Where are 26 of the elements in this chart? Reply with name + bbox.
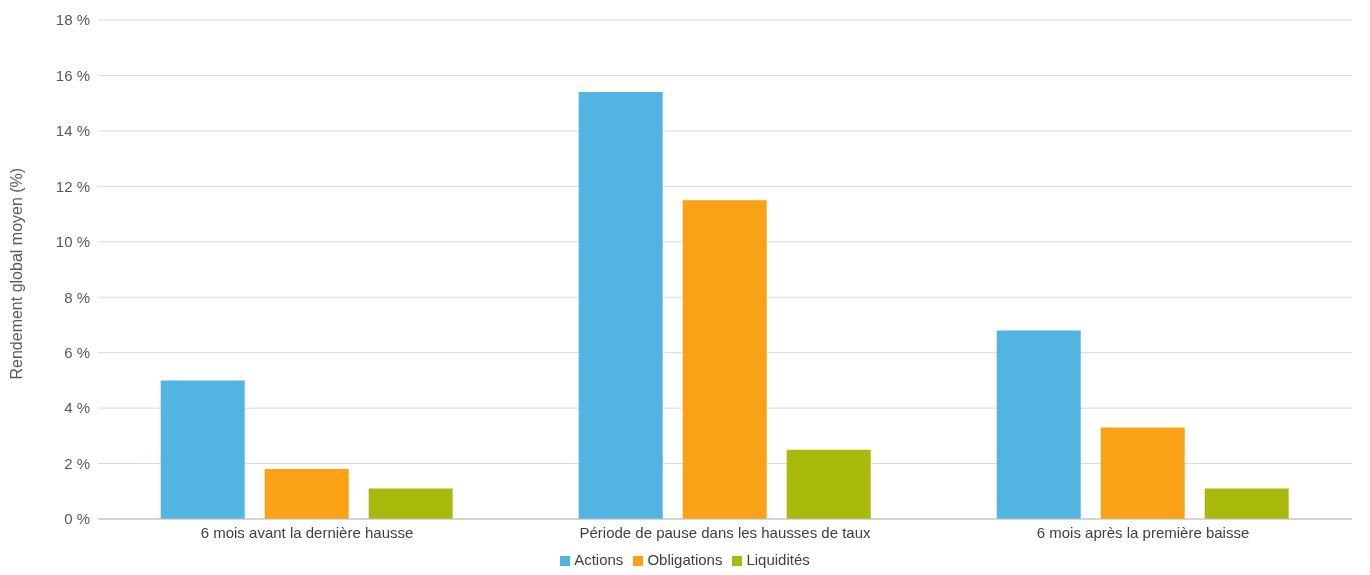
- bar: [578, 92, 663, 519]
- bar: [160, 380, 245, 519]
- x-tick-label: 6 mois avant la dernière hausse: [200, 523, 414, 541]
- x-tick-label: Période de pause dans les hausses de taux: [579, 523, 872, 541]
- legend-label: Liquidités: [746, 551, 810, 568]
- y-axis-title: Rendement global moyen (%): [7, 167, 25, 380]
- bar: [996, 330, 1081, 519]
- bar: [1204, 488, 1289, 519]
- bar: [682, 200, 767, 519]
- y-tick-label: 6 %: [64, 343, 90, 361]
- bar: [1100, 427, 1185, 519]
- legend-label: Obligations: [647, 551, 723, 568]
- bar: [368, 488, 453, 519]
- bar: [264, 469, 349, 519]
- y-tick-label: 8 %: [64, 288, 90, 306]
- y-tick-label: 18 %: [55, 11, 90, 29]
- y-tick-label: 14 %: [55, 122, 90, 140]
- x-tick-label: 6 mois après la première baisse: [1036, 523, 1250, 541]
- y-tick-label: 16 %: [55, 66, 90, 84]
- y-tick-label: 4 %: [64, 399, 90, 417]
- y-tick-label: 10 %: [55, 233, 90, 251]
- y-tick-label: 2 %: [64, 454, 90, 472]
- y-tick-label: 0 %: [64, 510, 90, 528]
- legend-label: Actions: [574, 551, 624, 568]
- y-tick-label: 12 %: [55, 177, 90, 195]
- bar: [786, 449, 871, 519]
